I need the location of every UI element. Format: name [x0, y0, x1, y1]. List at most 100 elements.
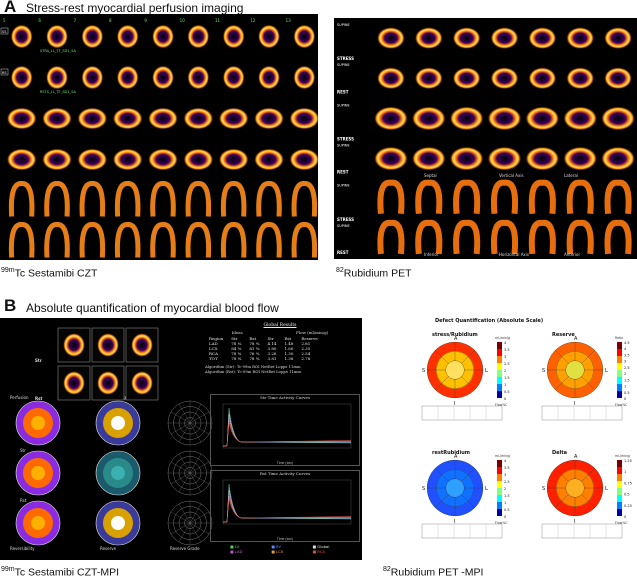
vertical-long-axis-slice — [148, 107, 178, 130]
color-bar-segment — [617, 363, 622, 370]
vertical-long-axis-slice — [112, 107, 143, 130]
global-results-panel: Global Results Ideas Flow (ml/min/g) Reg… — [205, 323, 355, 374]
color-bar-segment — [497, 391, 502, 398]
polar-map-border — [95, 400, 141, 446]
color-bar-segment — [617, 377, 622, 384]
polar-map-border — [15, 450, 61, 496]
color-bar-segment — [497, 481, 502, 488]
pet-short-axis-slice — [604, 27, 633, 50]
polar-map-inner — [111, 416, 125, 430]
pet-short-axis-slice — [452, 67, 481, 90]
polar-map-border — [95, 500, 141, 546]
slice-number: 5 — [3, 18, 6, 23]
pet-polar-spoke — [461, 376, 475, 390]
polar-spoke — [170, 461, 191, 474]
czt-mpi-caption-isotope: 99m — [1, 566, 15, 573]
table-cell: 78 % — [231, 341, 242, 346]
color-bar-footer: Flow%C — [615, 403, 628, 407]
rst-tac-title: Rst Time Activity Curves — [259, 471, 311, 476]
table-row: RCA 78 % 76 % 3.28 1.30 2.54 — [205, 351, 322, 356]
pet-polar-spoke — [581, 494, 595, 508]
color-bar-tick: 0 — [504, 515, 506, 519]
pet-polar-spoke — [555, 350, 569, 364]
color-bar-tick: 0.5 — [504, 390, 510, 394]
pet-map-title: restRubidium — [432, 450, 470, 456]
legend-item: ■ LCX — [271, 549, 284, 554]
short-axis-slice — [116, 65, 139, 90]
horizontal-long-axis-slice — [256, 181, 282, 217]
pet-rest-label: REST — [337, 170, 349, 175]
color-bar-tick: 3 — [504, 355, 506, 359]
table-cell: 76 % — [249, 351, 260, 356]
short-axis-slice — [10, 65, 33, 90]
pet-axis-label: Anterior — [564, 252, 581, 257]
polar-spoke — [189, 422, 210, 435]
pet-horizontal-long-axis-slice — [566, 219, 594, 255]
color-bar-segment — [497, 502, 502, 509]
horizontal-long-axis-slice — [185, 181, 212, 217]
pet-polar-orientation: A — [454, 336, 458, 342]
vertical-long-axis-slice — [183, 148, 214, 171]
pet-supine-label: SUPINE — [337, 23, 350, 27]
polar-label-rst: Rst — [20, 498, 27, 503]
table-cell: LAD — [209, 341, 218, 346]
slice-number: 10 — [180, 18, 186, 23]
horizontal-long-axis-slice — [220, 181, 247, 217]
defect-quant-title: Defect Quantification (Absolute Scale) — [435, 318, 544, 324]
pet-stress-label: STRESS — [337, 137, 354, 142]
color-bar-segment — [497, 474, 502, 481]
polar-spoke — [189, 522, 202, 543]
horizontal-long-axis-slice — [291, 181, 318, 217]
pet-polar-spoke — [435, 468, 449, 482]
polar-spoke — [178, 422, 191, 443]
color-bar-segment — [497, 370, 502, 377]
polar-spoke — [189, 461, 210, 474]
polar-spoke — [189, 522, 210, 535]
side-label-box — [0, 68, 9, 76]
col-head: Str — [231, 336, 238, 341]
pet-vertical-long-axis-slice — [601, 106, 636, 131]
pet-supine-label: SUPINE — [337, 63, 350, 67]
pet-short-axis-slice — [452, 27, 481, 50]
short-axis-slice — [46, 65, 68, 90]
short-axis-slice — [152, 24, 174, 49]
table-cell: 84 % — [231, 346, 242, 351]
table-cell: 78 % — [231, 351, 242, 356]
pet-polar-spoke — [581, 376, 595, 390]
color-bar-segment — [497, 377, 502, 384]
table-cell: 3.81 — [267, 356, 277, 361]
polar-map-inner — [31, 466, 45, 480]
horizontal-long-axis-slice — [256, 222, 282, 258]
color-bar-footer: Flow%C — [495, 521, 508, 525]
color-bar-tick: 0 — [624, 515, 626, 519]
pet-horizontal-long-axis-slice — [491, 219, 518, 255]
pet-mpi-caption-isotope: 82 — [383, 566, 391, 573]
pet-vertical-long-axis-slice — [487, 106, 522, 131]
pet-horizontal-long-axis-slice — [491, 179, 518, 215]
polar-map-border — [95, 450, 141, 496]
side-label: SS — [2, 30, 7, 34]
color-bar-segment — [617, 481, 622, 488]
pet-axis-label: Horizontal Axis — [499, 252, 529, 257]
tac-curve — [223, 407, 352, 447]
rst-tac-svg — [222, 479, 352, 525]
pet-short-axis-slice — [490, 27, 519, 50]
czt-mbf-rst-label: Rst — [35, 396, 42, 401]
color-bar-tick: 1 — [624, 385, 626, 389]
pet-short-axis-slice — [604, 67, 633, 90]
pet-polar-orientation: A — [574, 454, 578, 460]
pet-vertical-long-axis-slice — [373, 146, 408, 171]
horizontal-long-axis-slice — [185, 222, 212, 258]
polar-label-reserve: Reserve — [100, 546, 117, 551]
pet-horizontal-long-axis-slice — [453, 219, 481, 255]
stats-table — [541, 405, 623, 421]
pet-polar-orientation: S — [422, 368, 425, 374]
polar-label-perfusion: Perfusion — [10, 395, 29, 400]
pet-polar-spoke — [581, 350, 595, 364]
pet-axis-label: Lateral — [564, 173, 578, 178]
table-row: TOT 78 % 78 % 3.81 1.38 2.78 — [205, 356, 322, 361]
short-axis-slice — [116, 24, 139, 49]
color-bar-segment — [617, 488, 622, 495]
color-bar-tick: 2.5 — [624, 366, 630, 370]
color-bar-segment — [497, 460, 502, 467]
